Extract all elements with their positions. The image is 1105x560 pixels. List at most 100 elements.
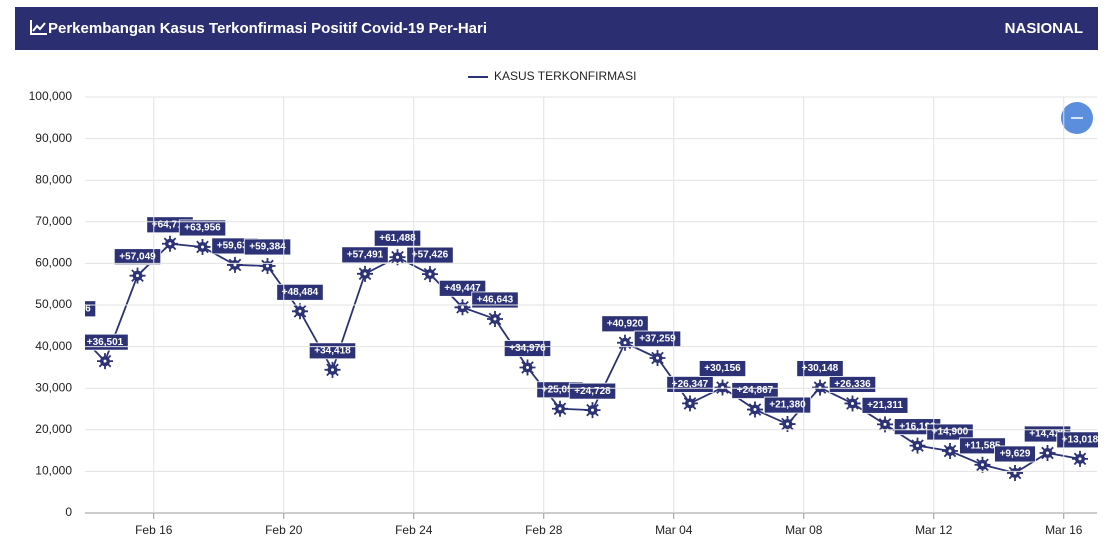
data-label-box: [85, 300, 97, 318]
data-label-box: [471, 291, 519, 309]
data-label: +30,148: [796, 360, 844, 377]
data-label-text: +64,718: [152, 219, 189, 230]
point-marker: [1039, 444, 1056, 461]
virus-dot: [396, 255, 399, 259]
virus-dot: [1078, 457, 1082, 461]
data-label-box: [243, 238, 292, 256]
virus-dot: [298, 309, 302, 313]
point-marker: [552, 400, 568, 417]
virus-dot: [948, 449, 952, 453]
data-label-text: +11,585: [965, 440, 1001, 451]
y-tick-label: 80,000: [35, 172, 72, 186]
virus-body: [68, 323, 78, 333]
data-label-box: [763, 396, 812, 414]
data-label: +24,867: [731, 382, 779, 399]
point-marker: [162, 235, 178, 252]
data-label: +9,629: [994, 445, 1036, 463]
virus-dot: [656, 356, 659, 360]
virus-dot: [136, 274, 139, 278]
data-label-box: [113, 248, 162, 266]
header-region: NASIONAL: [1005, 20, 1083, 37]
y-tick-label: 0: [65, 505, 72, 519]
virus-spikes: [259, 257, 276, 274]
virus-spikes: [519, 359, 536, 376]
point-marker: [65, 320, 81, 336]
virus-dot: [786, 422, 789, 426]
data-label-text: +44,526: [54, 303, 91, 314]
y-tick-label: 100,000: [29, 89, 73, 103]
point-marker: [974, 456, 991, 473]
point-marker: [909, 437, 926, 454]
point-marker: [747, 401, 763, 418]
virus-dot: [71, 326, 74, 329]
data-label-box: [341, 246, 389, 264]
point-marker: [357, 265, 373, 282]
x-tick-label: Mar 16: [1045, 523, 1083, 537]
data-label-text: +49,447: [444, 283, 481, 294]
plot-area: +44,526 +36,501 +57,049 +64,718+63,956 +59,6…: [54, 216, 1098, 481]
point-marker: [129, 267, 146, 284]
data-label-text: +63,956: [184, 223, 221, 234]
x-tick-label: Feb 24: [395, 523, 433, 537]
data-label-box: [568, 382, 617, 400]
virus-spikes: [422, 266, 438, 283]
data-label-text: +40,920: [607, 318, 644, 329]
data-label-box: [373, 229, 422, 247]
data-label: +57,491: [341, 246, 389, 264]
point-marker: [324, 361, 341, 378]
point-marker: [487, 310, 503, 327]
virus-spikes: [194, 238, 211, 255]
data-label: +46,643: [471, 291, 519, 309]
virus-spikes: [162, 235, 178, 252]
x-tick-label: Feb 20: [265, 523, 303, 537]
data-label: +40,920: [601, 315, 649, 333]
data-label-box: [698, 360, 747, 377]
virus-dot: [363, 272, 367, 276]
virus-dot: [493, 317, 497, 321]
virus-spikes: [844, 395, 861, 412]
data-label: +48,484: [276, 283, 324, 301]
data-label-box: [731, 382, 779, 399]
y-tick-label: 20,000: [35, 422, 72, 436]
data-label-box: [861, 396, 909, 414]
x-tick-label: Feb 28: [525, 523, 563, 537]
virus-dot: [1013, 471, 1017, 475]
x-tick-label: Mar 12: [915, 523, 953, 537]
y-tick-label: 50,000: [35, 297, 72, 311]
data-label: +13,018: [1056, 431, 1098, 449]
point-marker: [1007, 464, 1023, 481]
virus-spikes: [357, 265, 373, 282]
data-label-box: [276, 283, 324, 301]
virus-dot: [266, 264, 269, 268]
data-label-text: +59,635: [217, 241, 254, 252]
virus-dot: [623, 341, 627, 345]
data-label-text: +30,148: [802, 363, 839, 374]
virus-spikes: [714, 379, 731, 396]
virus-spikes: [324, 361, 341, 378]
y-tick-label: 30,000: [35, 380, 72, 394]
data-label-text: +57,426: [412, 250, 449, 261]
data-label: +59,384: [243, 238, 292, 256]
data-label-text: +24,867: [737, 385, 774, 396]
virus-spikes: [129, 267, 146, 284]
data-label: +14,900: [926, 423, 974, 441]
virus-spikes: [1072, 450, 1088, 467]
data-label: +36,501: [85, 333, 129, 351]
data-label-text: +26,336: [834, 379, 871, 390]
x-tick-label: Feb 16: [135, 523, 173, 537]
point-marker: [1072, 450, 1088, 467]
data-label-box: [796, 360, 844, 377]
y-tick-label: 60,000: [35, 256, 72, 270]
point-marker: [422, 266, 438, 283]
data-label: +30,156: [698, 360, 747, 377]
point-marker: [259, 257, 276, 274]
data-label-text: +30,156: [704, 363, 741, 374]
virus-dot: [1046, 451, 1049, 455]
data-label-box: [178, 219, 227, 237]
data-label: +34,976: [503, 340, 552, 357]
data-label: +44,526: [54, 300, 97, 318]
virus-dot: [461, 305, 464, 309]
data-label-text: +36,501: [87, 337, 124, 348]
point-marker: [779, 416, 796, 433]
data-label-box: [601, 315, 649, 333]
